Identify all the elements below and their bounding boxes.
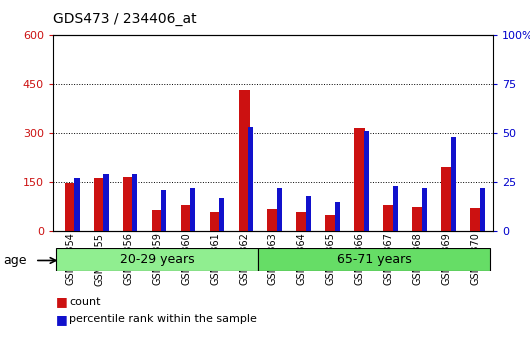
Bar xyxy=(248,127,253,231)
Bar xyxy=(181,205,192,231)
Bar xyxy=(306,196,311,231)
Text: 65-71 years: 65-71 years xyxy=(337,253,412,266)
Bar xyxy=(480,188,485,231)
Bar xyxy=(325,215,337,231)
Bar xyxy=(219,198,224,231)
Bar xyxy=(209,212,220,231)
Text: ■: ■ xyxy=(56,313,67,326)
Text: ■: ■ xyxy=(56,295,67,308)
Text: percentile rank within the sample: percentile rank within the sample xyxy=(69,314,257,324)
Bar xyxy=(74,178,80,231)
Bar xyxy=(383,205,394,231)
Bar xyxy=(268,209,278,231)
Text: GDS473 / 234406_at: GDS473 / 234406_at xyxy=(53,12,197,26)
Text: 20-29 years: 20-29 years xyxy=(120,253,195,266)
Bar xyxy=(393,186,398,231)
Bar xyxy=(190,188,196,231)
Bar xyxy=(103,174,109,231)
Bar xyxy=(470,208,481,231)
Bar xyxy=(354,128,365,231)
Bar xyxy=(412,207,423,231)
Bar xyxy=(94,178,105,231)
Text: age: age xyxy=(3,254,27,267)
Bar xyxy=(450,137,456,231)
Bar xyxy=(335,201,340,231)
Bar xyxy=(152,210,163,231)
FancyBboxPatch shape xyxy=(259,248,490,271)
Bar xyxy=(65,183,76,231)
Bar xyxy=(132,174,137,231)
Bar xyxy=(364,131,369,231)
Bar xyxy=(296,212,307,231)
Bar xyxy=(441,167,452,231)
FancyBboxPatch shape xyxy=(56,248,259,271)
Bar xyxy=(123,177,134,231)
Bar xyxy=(422,188,427,231)
Bar xyxy=(277,188,282,231)
Bar xyxy=(161,190,166,231)
Bar xyxy=(238,90,250,231)
Text: count: count xyxy=(69,297,100,307)
